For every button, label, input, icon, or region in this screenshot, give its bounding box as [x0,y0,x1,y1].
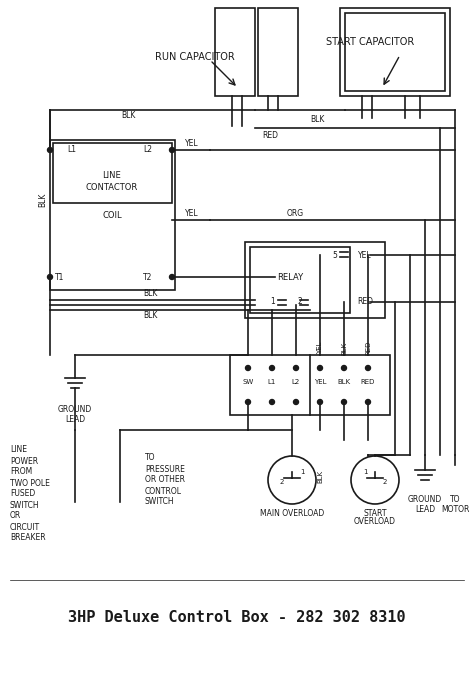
Circle shape [318,400,322,404]
Bar [258,8,298,96]
Text: BREAKER: BREAKER [10,533,46,543]
Circle shape [341,400,346,404]
Circle shape [47,274,53,279]
Text: YEL: YEL [317,342,323,354]
Text: BLK: BLK [143,289,157,299]
Bar [345,13,445,91]
Text: L1: L1 [268,379,276,385]
Text: FUSED: FUSED [10,489,35,498]
Circle shape [270,366,274,370]
Text: L2: L2 [292,379,300,385]
Bar [50,140,175,290]
Text: 2: 2 [383,479,387,485]
Text: LINE: LINE [10,445,27,454]
Circle shape [170,147,174,153]
Circle shape [270,400,274,404]
Circle shape [293,400,299,404]
Bar [230,355,390,415]
Text: 3HP Deluxe Control Box - 282 302 8310: 3HP Deluxe Control Box - 282 302 8310 [68,610,406,625]
Bar [215,8,255,96]
Text: RED: RED [361,379,375,385]
Text: BLK: BLK [38,193,47,207]
Circle shape [318,366,322,370]
Circle shape [47,147,53,153]
Text: RED: RED [365,341,371,355]
Text: TO: TO [145,454,155,462]
Text: YEL: YEL [358,251,372,260]
Text: BLK: BLK [341,341,347,355]
Circle shape [170,274,174,279]
Text: LINE: LINE [103,170,121,180]
Text: GROUND: GROUND [58,406,92,414]
Text: BLK: BLK [310,116,324,124]
Text: L2: L2 [144,145,153,155]
Text: MAIN OVERLOAD: MAIN OVERLOAD [260,510,324,518]
Text: SW: SW [242,379,254,385]
Text: CONTACTOR: CONTACTOR [86,183,138,193]
Text: OR OTHER: OR OTHER [145,475,185,485]
Text: ORG: ORG [286,208,303,218]
Text: RUN CAPACITOR: RUN CAPACITOR [155,52,235,62]
Bar [250,247,350,313]
Text: BLK: BLK [317,469,323,483]
Text: FROM: FROM [10,468,32,477]
Text: T2: T2 [143,272,153,281]
Text: RED: RED [262,130,278,139]
Text: 1: 1 [300,469,304,475]
Text: BLK: BLK [143,312,157,320]
Circle shape [293,366,299,370]
Circle shape [365,400,371,404]
Text: OVERLOAD: OVERLOAD [354,518,396,527]
Text: 1: 1 [270,297,275,306]
Bar [53,143,172,203]
Circle shape [246,366,250,370]
Text: OR: OR [10,512,21,521]
Text: 5: 5 [333,251,337,260]
Text: 2: 2 [280,479,284,485]
Circle shape [365,366,371,370]
Text: 2: 2 [298,297,303,306]
Text: COIL: COIL [102,210,122,220]
Text: LEAD: LEAD [65,416,85,425]
Text: YEL: YEL [185,208,199,218]
Text: PRESSURE: PRESSURE [145,464,185,473]
Text: T1: T1 [55,272,64,281]
Text: GROUND: GROUND [408,496,442,504]
Text: MOTOR: MOTOR [441,506,469,514]
Text: START CAPACITOR: START CAPACITOR [326,37,414,47]
Text: YEL: YEL [314,379,326,385]
Text: RED: RED [357,297,373,306]
Text: L1: L1 [67,145,76,155]
Text: BLK: BLK [337,379,351,385]
Text: BLK: BLK [121,110,135,120]
Text: START: START [363,510,387,518]
Text: SWITCH: SWITCH [145,498,174,506]
Text: LEAD: LEAD [415,506,435,514]
Text: POWER: POWER [10,456,38,466]
Text: TO: TO [450,496,460,504]
Text: CONTROL: CONTROL [145,487,182,496]
Circle shape [341,366,346,370]
Bar [245,242,385,318]
Text: RELAY: RELAY [277,274,303,283]
Text: TWO POLE: TWO POLE [10,479,50,487]
Text: YEL: YEL [185,139,199,147]
Text: 1: 1 [363,469,367,475]
Text: SWITCH: SWITCH [10,500,40,510]
Text: CIRCUIT: CIRCUIT [10,523,40,531]
Bar [340,8,450,96]
Circle shape [246,400,250,404]
